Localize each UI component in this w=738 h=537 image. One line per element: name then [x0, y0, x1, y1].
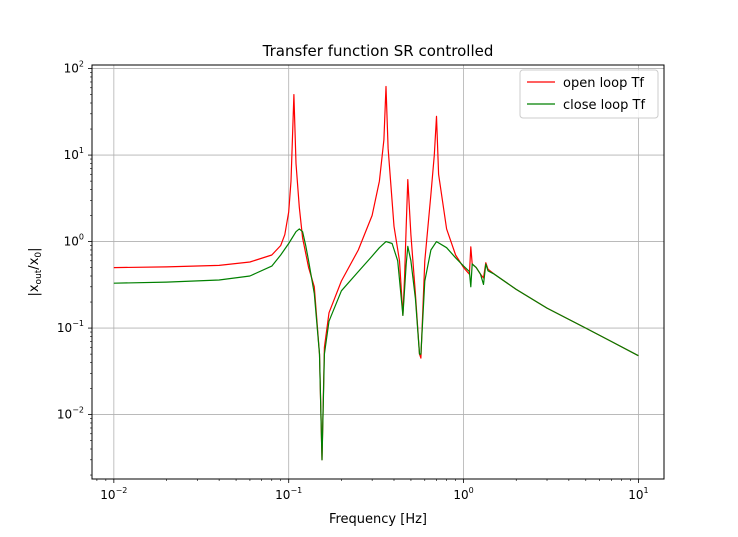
- x-tick-exp: −1: [290, 486, 302, 495]
- y-tick-base: 10: [57, 321, 72, 335]
- y-tick-exp: 2: [79, 60, 84, 69]
- y-tick-label: 10−2: [57, 406, 84, 422]
- plot-frame: [91, 64, 665, 480]
- x-tick-label: 10−2: [100, 486, 127, 502]
- x-tick-base: 10: [275, 488, 290, 502]
- y-label-sub-out: out: [34, 269, 44, 284]
- x-tick-base: 10: [628, 488, 643, 502]
- y-label-base: |x: [27, 284, 42, 296]
- y-tick-exp: 1: [79, 146, 84, 155]
- x-tick-exp: 0: [469, 486, 474, 495]
- x-tick-exp: −2: [116, 486, 128, 495]
- legend-label-close-loop: close loop Tf: [563, 98, 645, 113]
- y-tick-base: 10: [64, 235, 79, 249]
- x-axis-label: Frequency [Hz]: [329, 512, 427, 527]
- y-tick-base: 10: [64, 62, 79, 76]
- y-tick-label: 100: [64, 233, 84, 249]
- series-lines: [113, 85, 639, 461]
- series-line-open-loop: [113, 85, 639, 461]
- y-axis-label: |xout/x0|: [27, 247, 44, 296]
- y-tick-exp: 0: [79, 233, 84, 242]
- x-tick-label: 10−1: [275, 486, 302, 502]
- y-tick-exp: −1: [72, 319, 84, 328]
- y-tick-base: 10: [64, 148, 79, 162]
- x-tick-label: 100: [453, 486, 473, 502]
- x-tick-label: 101: [628, 486, 648, 502]
- x-tick-base: 10: [100, 488, 115, 502]
- y-label-end: |: [27, 247, 42, 251]
- x-tick-base: 10: [453, 488, 468, 502]
- series-line-close-loop: [113, 228, 639, 461]
- y-label-mid: /x: [27, 257, 42, 269]
- y-label-sub-zero: 0: [34, 252, 44, 258]
- grid-lines: [92, 65, 664, 479]
- x-tick-exp: 1: [644, 486, 649, 495]
- y-tick-label: 101: [64, 146, 84, 162]
- y-tick-label: 10−1: [57, 319, 84, 335]
- legend-label-open-loop: open loop Tf: [563, 76, 644, 91]
- chart-title: Transfer function SR controlled: [262, 42, 494, 60]
- y-tick-base: 10: [57, 408, 72, 422]
- y-tick-exp: −2: [72, 406, 84, 415]
- y-tick-label: 102: [64, 60, 84, 76]
- legend: open loop Tf close loop Tf: [519, 69, 659, 119]
